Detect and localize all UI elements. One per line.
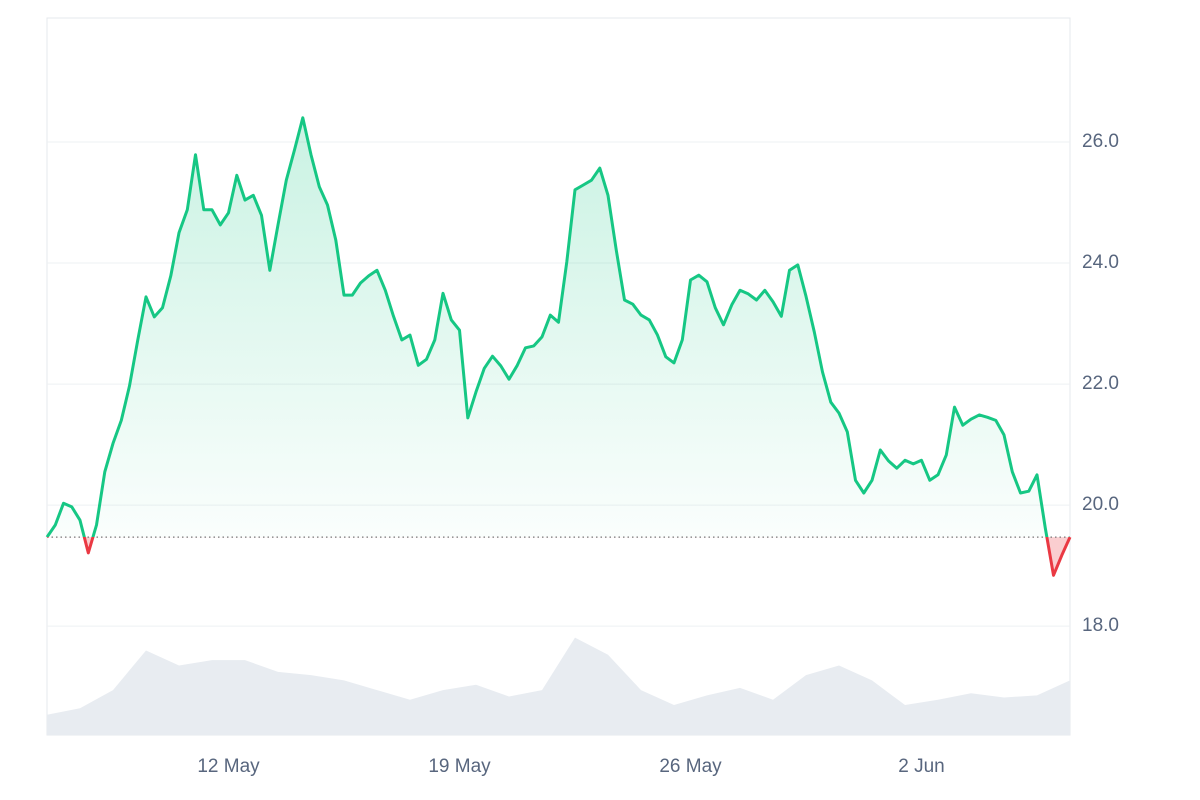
x-tick-label: 2 Jun xyxy=(898,756,944,777)
volume-area xyxy=(47,637,1070,735)
y-tick-label: 18.0 xyxy=(1082,615,1119,636)
y-tick-label: 26.0 xyxy=(1082,131,1119,152)
x-tick-label: 19 May xyxy=(428,756,491,777)
price-line xyxy=(45,116,1072,577)
x-tick-label: 26 May xyxy=(659,756,722,777)
y-tick-label: 24.0 xyxy=(1082,252,1119,273)
x-tick-label: 12 May xyxy=(197,756,260,777)
plot: 18.0 20.0 22.0 24.0 26.0 12 May 19 May 26 May 2 … xyxy=(45,116,1119,777)
y-tick-label: 22.0 xyxy=(1082,373,1119,394)
area-fill xyxy=(47,117,1070,576)
y-tick-label: 20.0 xyxy=(1082,494,1119,515)
